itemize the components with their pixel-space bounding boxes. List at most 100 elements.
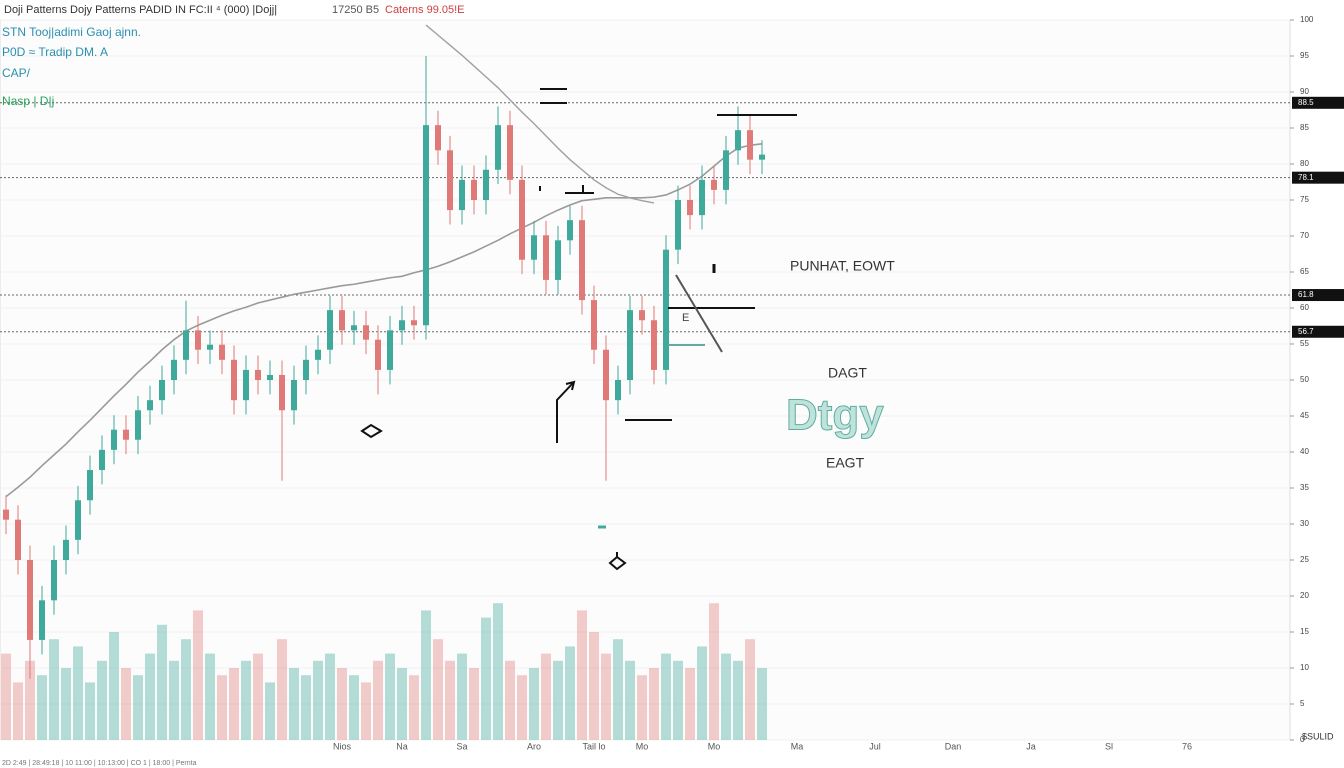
y-tick-label: 95: [1300, 51, 1309, 60]
candle-body: [471, 179, 477, 200]
volume-bar: [217, 675, 227, 740]
volume-bar: [361, 682, 371, 740]
candle-body: [543, 235, 549, 280]
candle-body: [15, 519, 21, 560]
candle-body: [51, 560, 57, 601]
candle-body: [123, 429, 129, 440]
volume-bar: [589, 632, 599, 740]
price-badge: [1292, 289, 1344, 302]
volume-bar: [1, 653, 11, 740]
candle-body: [327, 310, 333, 350]
volume-bar: [169, 660, 179, 740]
volume-bar: [493, 603, 503, 740]
volume-bar: [457, 653, 467, 740]
volume-bar: [49, 639, 59, 740]
legend-line: STN Tooj|adimi Gaoj ajnn.: [2, 25, 141, 39]
title-status: Caterns 99.05!E: [385, 4, 465, 16]
candle-body: [183, 330, 189, 360]
volume-bar: [661, 653, 671, 740]
candle-body: [663, 249, 669, 370]
volume-bar: [145, 653, 155, 740]
volume-bar: [277, 639, 287, 740]
volume-bar: [241, 660, 251, 740]
candle-body: [519, 179, 525, 260]
candle-body: [567, 220, 573, 241]
x-tick-label: 76: [1182, 741, 1192, 751]
candle-body: [531, 235, 537, 260]
candle-body: [87, 470, 93, 501]
volume-bar: [565, 646, 575, 740]
volume-bar: [373, 660, 383, 740]
title-price: 17250 B5: [332, 4, 379, 16]
y-tick-label: 20: [1300, 591, 1309, 600]
candle-body: [435, 125, 441, 151]
volume-bar: [577, 610, 587, 740]
volume-bar: [85, 682, 95, 740]
candle-body: [231, 359, 237, 401]
candle-body: [375, 339, 381, 370]
candle-body: [255, 369, 261, 380]
candle-body: [723, 150, 729, 190]
price-badge-label: 61.8: [1298, 290, 1314, 299]
y-tick-label: 55: [1300, 339, 1309, 348]
candle-body: [27, 560, 33, 640]
x-tick-label: Ja: [1026, 741, 1036, 751]
volume-bar: [553, 660, 563, 740]
volume-bar: [721, 653, 731, 740]
y-tick-label: 60: [1300, 303, 1309, 312]
candle-body: [363, 325, 369, 340]
candle-body: [291, 380, 297, 411]
chart-title: Doji Patterns Dojy Patterns PADID IN FC:…: [4, 4, 277, 16]
volume-bar: [625, 660, 635, 740]
candle-body: [747, 130, 753, 160]
candle-body: [279, 374, 285, 411]
candle-body: [135, 410, 141, 440]
candle-body: [615, 380, 621, 401]
bottom-status: 2D 2:49 | 28:49:18 | 10 11:00 | 10:13:00…: [2, 760, 197, 767]
candle-body: [111, 429, 117, 450]
x-tick-label: Sa: [456, 741, 467, 751]
volume-bar: [229, 668, 239, 740]
volume-bar: [481, 617, 491, 740]
candle-body: [387, 330, 393, 370]
candle-body: [687, 200, 693, 216]
candle-body: [171, 359, 177, 380]
x-tick-label: Jul: [869, 741, 881, 751]
volume-bar: [649, 668, 659, 740]
volume-bar: [301, 675, 311, 740]
volume-bar: [181, 639, 191, 740]
candle-body: [423, 125, 429, 326]
candle-body: [147, 400, 153, 411]
volume-bar: [121, 668, 131, 740]
legend-line: CAP/: [2, 66, 31, 80]
volume-bar: [37, 675, 47, 740]
volume-bar: [541, 653, 551, 740]
legend-line: Nasp | D|j: [2, 94, 54, 108]
annotation: PUNHAT, EOWT: [790, 258, 895, 274]
y-tick-label: 90: [1300, 87, 1309, 96]
candle-body: [447, 150, 453, 211]
volume-bar: [421, 610, 431, 740]
volume-bar: [349, 675, 359, 740]
volume-bar: [289, 668, 299, 740]
candle-body: [207, 344, 213, 350]
volume-bar: [613, 639, 623, 740]
price-badge: [1292, 96, 1344, 109]
y-tick-label: 100: [1300, 15, 1314, 24]
annotation: EAGT: [826, 455, 865, 471]
candle-body: [507, 125, 513, 180]
x-tick-label: Sl: [1105, 741, 1113, 751]
volume-bar: [745, 639, 755, 740]
price-badge: [1292, 171, 1344, 184]
y-tick-label: 80: [1300, 159, 1309, 168]
y-tick-label: 45: [1300, 411, 1309, 420]
candle-body: [555, 240, 561, 280]
candle-body: [699, 179, 705, 216]
y-tick-label: 70: [1300, 231, 1309, 240]
x-tick-label: Nios: [333, 741, 352, 751]
candle-body: [735, 130, 741, 151]
volume-bar: [193, 610, 203, 740]
volume-bar: [325, 653, 335, 740]
y-tick-label: 35: [1300, 483, 1309, 492]
candle-body: [759, 154, 765, 160]
